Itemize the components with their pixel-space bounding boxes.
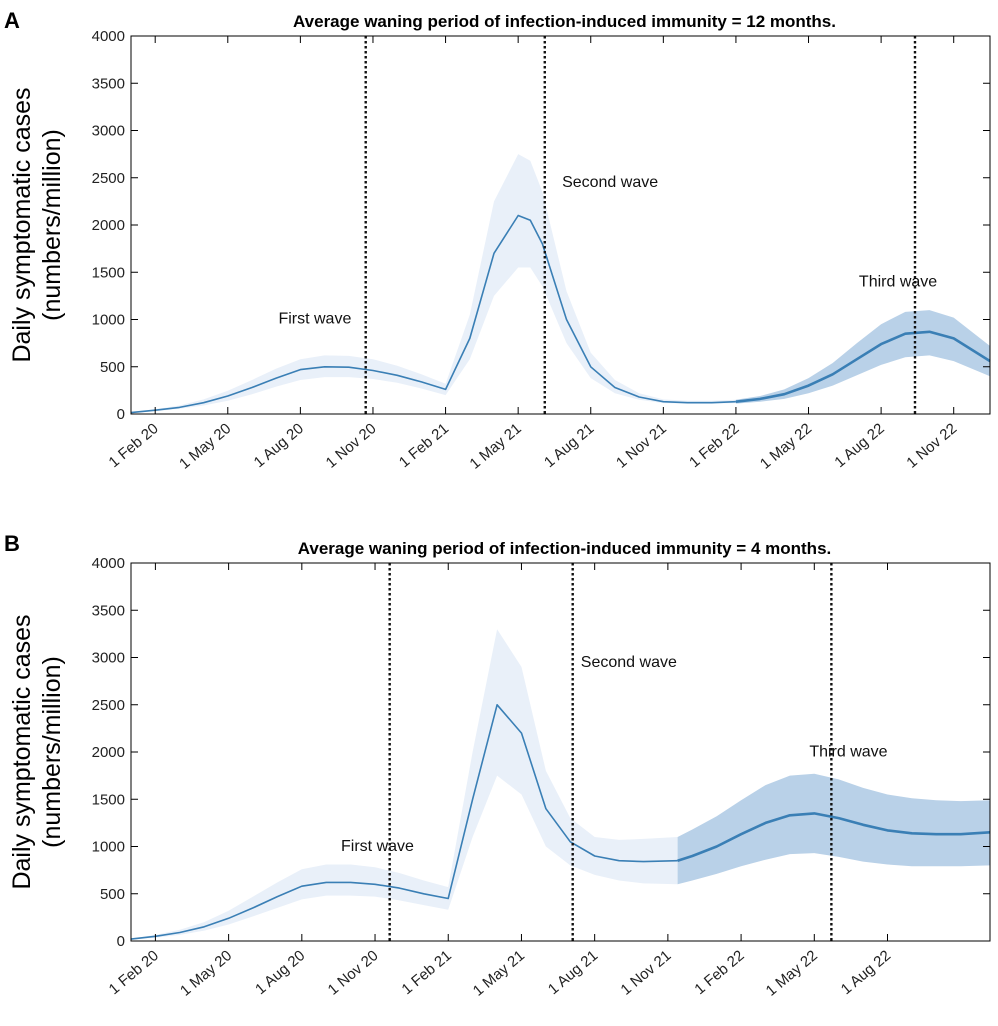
- y-tick-label: 2000: [92, 217, 125, 234]
- x-tick-label: 1 Aug 21: [541, 420, 597, 471]
- x-tick-label: 1 Aug 22: [831, 420, 887, 471]
- y-tick-label: 1000: [92, 839, 125, 856]
- x-tick-label: 1 Aug 22: [838, 947, 894, 998]
- y-tick-label: 4000: [92, 28, 125, 45]
- y-axis-label-line2: (numbers/million): [38, 656, 66, 848]
- y-axis-label-line1: Daily symptomatic cases: [8, 87, 36, 362]
- x-tick-label: 1 Nov 21: [613, 420, 670, 472]
- series-line-projected: [735, 330, 991, 403]
- panel-letter: A: [4, 8, 20, 33]
- y-tick-label: 0: [117, 406, 125, 423]
- x-tick-label: 1 May 21: [470, 947, 528, 1000]
- wave-annotation: Third wave: [809, 744, 887, 761]
- y-tick-label: 4000: [92, 555, 125, 572]
- y-tick-label: 2500: [92, 697, 125, 714]
- x-tick-label: 1 May 20: [176, 420, 234, 473]
- panel-a: A Average waning period of infection-indu…: [4, 8, 991, 473]
- wave-annotation: Second wave: [562, 174, 658, 191]
- chart-title: Average waning period of infection-induc…: [298, 539, 832, 558]
- x-tick-label: 1 Nov 20: [323, 420, 380, 472]
- y-tick-label: 500: [100, 359, 125, 376]
- x-tick-label: 1 Feb 22: [686, 420, 742, 471]
- y-tick-label: 3500: [92, 75, 125, 92]
- x-tick-label: 1 Feb 21: [396, 420, 452, 471]
- x-tick-label: 1 Feb 20: [105, 420, 161, 471]
- y-tick-label: 3000: [92, 123, 125, 140]
- x-tick-label: 1 Nov 20: [325, 947, 382, 999]
- confidence-band-fitted: [131, 154, 736, 414]
- panel-letter: B: [4, 531, 20, 556]
- chart-title: Average waning period of infection-induc…: [293, 12, 836, 31]
- y-tick-label: 3000: [92, 650, 125, 667]
- series-line-fitted: [130, 214, 736, 414]
- x-tick-label: 1 Feb 20: [106, 947, 162, 998]
- wave-annotation: Third wave: [859, 273, 937, 290]
- x-tick-label: 1 Nov 22: [903, 420, 960, 472]
- wave-annotation: Second wave: [581, 654, 677, 671]
- y-tick-label: 1500: [92, 791, 125, 808]
- y-tick-label: 500: [100, 886, 125, 903]
- series-line-fitted: [130, 704, 678, 940]
- y-tick-label: 1500: [92, 264, 125, 281]
- y-tick-label: 3500: [92, 602, 125, 619]
- x-tick-label: 1 May 22: [757, 420, 815, 473]
- x-tick-label: 1 Aug 20: [252, 947, 308, 998]
- y-tick-label: 0: [117, 933, 125, 950]
- x-tick-label: 1 Feb 21: [399, 947, 455, 998]
- y-tick-label: 2000: [92, 744, 125, 761]
- x-tick-label: 1 Aug 20: [251, 420, 307, 471]
- wave-annotation: First wave: [278, 310, 351, 327]
- x-tick-label: 1 Aug 21: [545, 947, 601, 998]
- y-tick-label: 2500: [92, 170, 125, 187]
- wave-annotation: First wave: [341, 838, 414, 855]
- y-axis-label-line2: (numbers/million): [38, 129, 66, 321]
- confidence-band-fitted: [131, 629, 678, 940]
- x-tick-label: 1 Nov 21: [618, 947, 675, 999]
- series-line-projected: [677, 812, 991, 862]
- confidence-band-projected: [677, 773, 990, 885]
- x-tick-label: 1 Feb 22: [691, 947, 747, 998]
- panel-b: B Average waning period of infection-indu…: [4, 531, 991, 1000]
- y-tick-label: 1000: [92, 312, 125, 329]
- x-tick-label: 1 May 20: [177, 947, 235, 1000]
- x-tick-label: 1 May 21: [467, 420, 525, 473]
- y-axis-label-line1: Daily symptomatic cases: [8, 614, 36, 889]
- x-tick-label: 1 May 22: [763, 947, 821, 1000]
